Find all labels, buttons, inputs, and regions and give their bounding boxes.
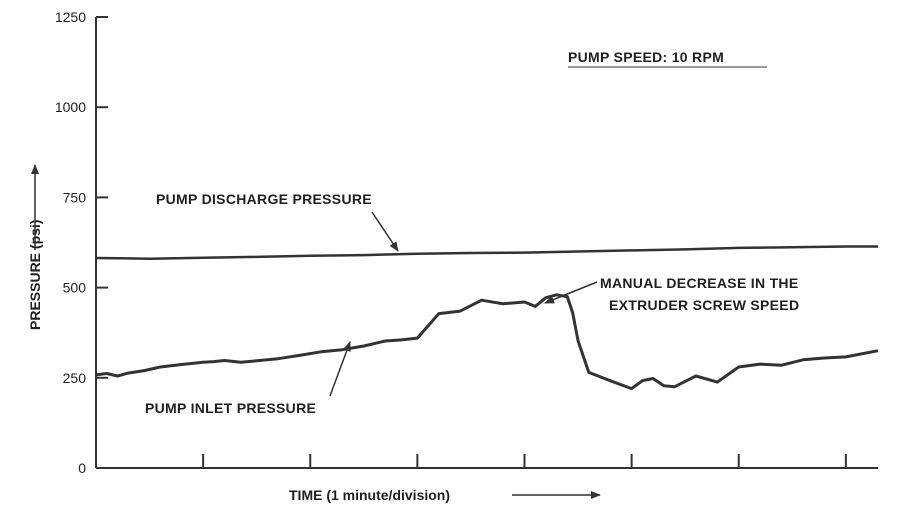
y-tick-label: 750 bbox=[63, 189, 87, 205]
manual-decrease-label-line1: MANUAL DECREASE IN THE bbox=[600, 275, 798, 291]
y-tick-label: 0 bbox=[78, 460, 86, 476]
x-axis-title: TIME (1 minute/division) bbox=[289, 487, 450, 503]
inlet-pressure-line bbox=[95, 293, 879, 391]
y-axis-title: PRESSURE (psi) bbox=[27, 220, 43, 330]
pump-speed-note: PUMP SPEED: 10 RPM bbox=[568, 49, 724, 65]
y-tick-label: 250 bbox=[63, 370, 87, 386]
y-tick-label: 500 bbox=[63, 280, 87, 296]
manual-decrease-arrow bbox=[544, 281, 598, 304]
series-layer bbox=[95, 245, 879, 391]
inlet-pressure-label: PUMP INLET PRESSURE bbox=[145, 400, 316, 416]
discharge-pressure-label: PUMP DISCHARGE PRESSURE bbox=[156, 191, 372, 207]
discharge-pressure-arrow bbox=[371, 211, 399, 252]
manual-decrease-label-line2: EXTRUDER SCREW SPEED bbox=[609, 297, 799, 313]
y-tick-label: 1000 bbox=[55, 99, 86, 115]
discharge-pressure-line bbox=[95, 245, 878, 260]
x-axis-ticks bbox=[95, 454, 847, 468]
y-tick-label: 1250 bbox=[55, 9, 86, 25]
y-axis-ticks: 0 250 500 750 1000 1250 bbox=[55, 9, 108, 476]
inlet-pressure-arrow bbox=[329, 341, 351, 397]
